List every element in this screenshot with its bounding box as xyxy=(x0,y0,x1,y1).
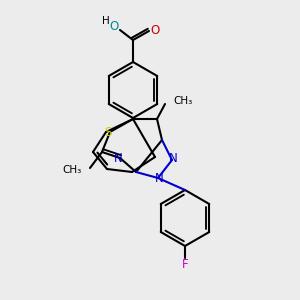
Text: N: N xyxy=(114,152,122,166)
Text: H: H xyxy=(102,16,110,26)
Text: S: S xyxy=(104,125,112,139)
Text: N: N xyxy=(169,152,177,166)
Text: O: O xyxy=(150,23,160,37)
Text: CH₃: CH₃ xyxy=(173,96,192,106)
Text: O: O xyxy=(110,20,118,34)
Text: N: N xyxy=(154,172,164,185)
Text: CH₃: CH₃ xyxy=(63,165,82,175)
Text: F: F xyxy=(182,257,188,271)
